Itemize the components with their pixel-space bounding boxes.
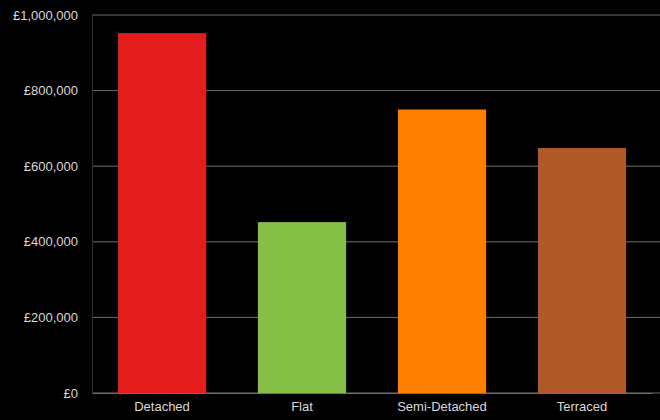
- y-tick: £400,000: [24, 234, 92, 249]
- y-tick-label: £800,000: [24, 83, 78, 98]
- bar: [258, 222, 346, 393]
- x-tick: Flat: [291, 393, 313, 414]
- bar: [118, 33, 206, 393]
- y-tick: £800,000: [24, 83, 92, 98]
- y-tick: £600,000: [24, 159, 92, 174]
- y-tick-label: £0: [64, 386, 78, 401]
- grid: [92, 15, 660, 393]
- y-tick-label: £1,000,000: [13, 8, 78, 23]
- y-tick: £0: [64, 386, 92, 401]
- y-axis: £0 £200,000 £400,000 £600,000 £800,000 £1,000…: [13, 8, 93, 401]
- bar: [398, 110, 486, 394]
- y-tick-label: £400,000: [24, 234, 78, 249]
- bar: [538, 148, 626, 393]
- x-tick: Terraced: [557, 393, 608, 414]
- y-tick-label: £200,000: [24, 310, 78, 325]
- x-tick: Detached: [134, 393, 190, 414]
- x-tick-label: Flat: [291, 399, 313, 414]
- x-axis-line: [93, 393, 653, 394]
- y-axis-line: [92, 16, 93, 394]
- y-tick: £1,000,000: [13, 8, 92, 23]
- chart: £0 £200,000 £400,000 £600,000 £800,000 £1,000…: [0, 0, 660, 420]
- x-tick: Semi-Detached: [397, 393, 487, 414]
- grid-line: [92, 15, 660, 16]
- x-axis: Detached Flat Semi-Detached Terraced: [93, 393, 653, 414]
- x-tick-label: Detached: [134, 399, 190, 414]
- x-tick-label: Terraced: [557, 399, 608, 414]
- bars: [118, 33, 626, 393]
- plot: £0 £200,000 £400,000 £600,000 £800,000 £1,000…: [13, 8, 660, 415]
- y-tick-label: £600,000: [24, 159, 78, 174]
- x-tick-label: Semi-Detached: [397, 399, 487, 414]
- y-tick: £200,000: [24, 310, 92, 325]
